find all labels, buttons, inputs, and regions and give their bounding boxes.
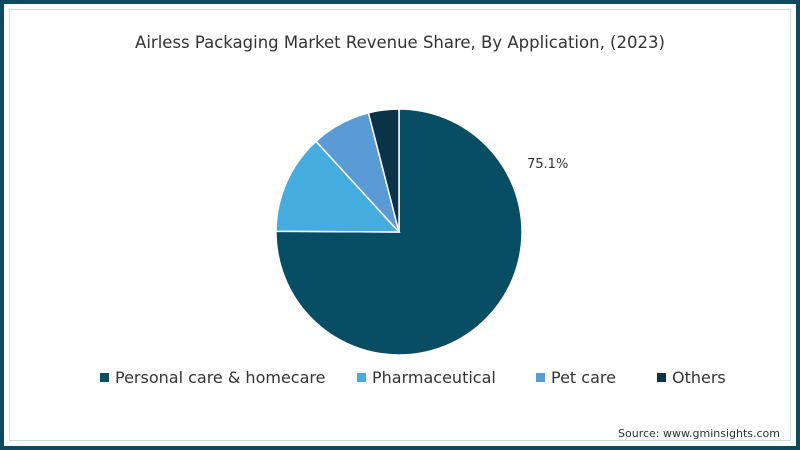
legend-label: Pharmaceutical — [372, 368, 496, 387]
legend-item-pharmaceutical: Pharmaceutical — [357, 368, 496, 387]
pie-slice-personal-care-homecare — [275, 108, 523, 356]
legend-item-pet-care: Pet care — [536, 368, 616, 387]
legend-swatch-icon — [357, 373, 366, 382]
pie-slices — [275, 108, 523, 356]
legend-swatch-icon — [657, 373, 666, 382]
chart-title: Airless Packaging Market Revenue Share, … — [135, 33, 665, 52]
legend-label: Pet care — [551, 368, 616, 387]
source-note: Source: www.gminsights.com — [618, 427, 780, 440]
chart-legend: Personal care & homecare Pharmaceutical … — [0, 368, 800, 390]
legend-swatch-icon — [100, 373, 109, 382]
legend-item-personal-care: Personal care & homecare — [100, 368, 325, 387]
legend-item-others: Others — [657, 368, 726, 387]
pie-slice-pharmaceutical — [275, 140, 401, 233]
legend-label: Personal care & homecare — [115, 368, 326, 387]
legend-swatch-icon — [536, 373, 545, 382]
pie-slice-others — [367, 108, 400, 233]
legend-label: Others — [672, 368, 726, 387]
slice-label-personal-care: 75.1% — [527, 157, 569, 172]
